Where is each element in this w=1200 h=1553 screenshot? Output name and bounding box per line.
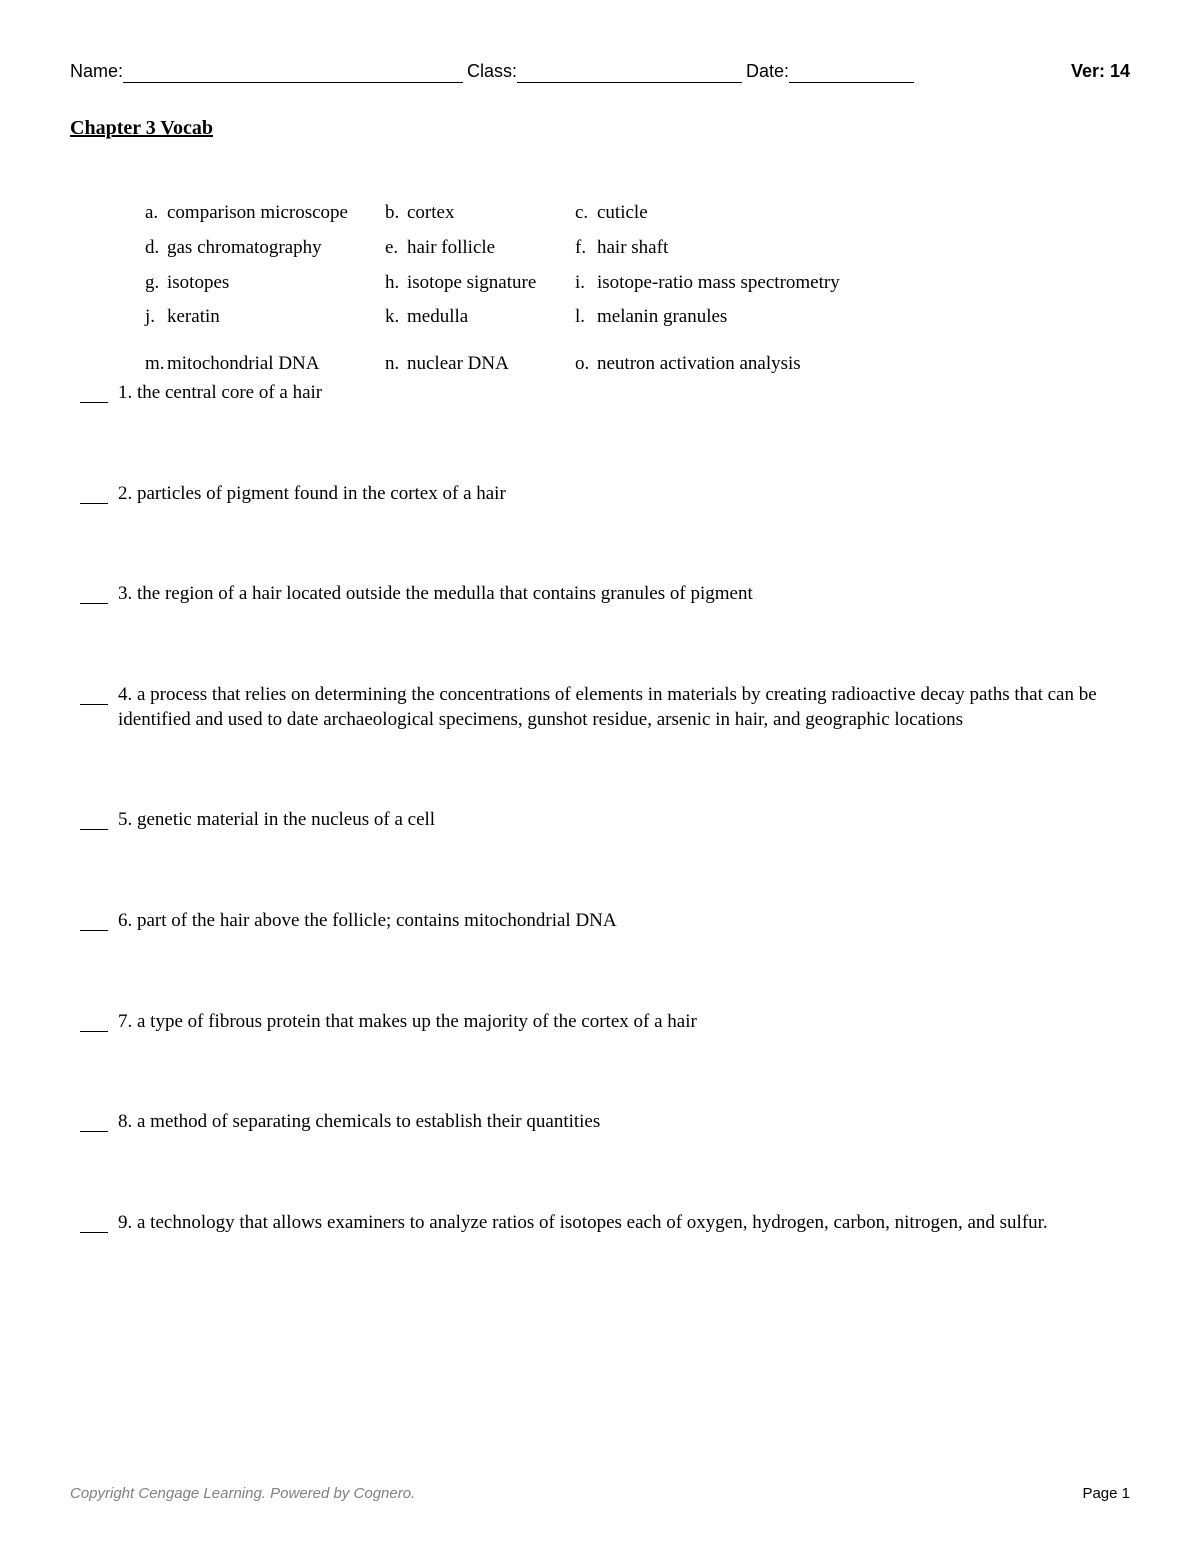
answer-blank[interactable] [80,812,108,830]
answer-blank[interactable] [80,1215,108,1233]
version-label: Ver: 14 [1071,60,1130,83]
name-label: Name: [70,60,123,83]
vocab-term: keratin [167,305,220,330]
question-item: 9. a technology that allows examiners to… [70,1211,1130,1236]
worksheet-title: Chapter 3 Vocab [70,115,1130,141]
question-item: 4. a process that relies on determining … [70,683,1130,732]
vocab-term: neutron activation analysis [597,352,801,377]
answer-blank[interactable] [80,1014,108,1032]
question-text: a type of fibrous protein that makes up … [137,1011,697,1032]
question-text: particles of pigment found in the cortex… [137,483,506,504]
vocab-letter: m. [145,352,167,377]
name-input-line[interactable] [123,64,463,84]
answer-blank[interactable] [80,586,108,604]
vocab-row: a.comparison microscope b.cortex c.cutic… [145,201,1130,226]
vocab-term: isotopes [167,271,229,296]
vocab-term: melanin granules [597,305,727,330]
question-number: 9. [118,1212,132,1233]
vocab-letter: h. [385,271,407,296]
vocab-term: mitochondrial DNA [167,352,320,377]
question-number: 4. [118,684,132,705]
vocab-letter: i. [575,271,597,296]
question-number: 3. [118,583,132,604]
vocab-term-grid: a.comparison microscope b.cortex c.cutic… [145,201,1130,376]
answer-blank[interactable] [80,687,108,705]
vocab-letter: b. [385,201,407,226]
answer-blank[interactable] [80,486,108,504]
vocab-term: cuticle [597,201,648,226]
question-text: a method of separating chemicals to esta… [137,1111,600,1132]
question-text: the region of a hair located outside the… [137,583,753,604]
question-item: 7. a type of fibrous protein that makes … [70,1010,1130,1035]
question-item: 2. particles of pigment found in the cor… [70,482,1130,507]
vocab-term: cortex [407,201,454,226]
vocab-term: hair follicle [407,236,495,261]
questions-list: 1. the central core of a hair 2. particl… [70,381,1130,1236]
date-label: Date: [746,60,789,83]
question-item: 8. a method of separating chemicals to e… [70,1110,1130,1135]
vocab-row: g.isotopes h.isotope signature i.isotope… [145,271,1130,296]
vocab-letter: c. [575,201,597,226]
question-number: 1. [118,382,132,403]
vocab-letter: d. [145,236,167,261]
question-number: 8. [118,1111,132,1132]
class-input-line[interactable] [517,64,742,84]
answer-blank[interactable] [80,913,108,931]
vocab-row: j.keratin k.medulla l.melanin granules [145,305,1130,330]
question-text: the central core of a hair [137,382,322,403]
answer-blank[interactable] [80,385,108,403]
question-number: 2. [118,483,132,504]
copyright-text: Copyright Cengage Learning. Powered by C… [70,1484,415,1504]
worksheet-header: Name: Class: Date: Ver: 14 [70,60,1130,83]
page-footer: Copyright Cengage Learning. Powered by C… [70,1484,1130,1504]
vocab-term: isotope signature [407,271,536,296]
question-number: 7. [118,1011,132,1032]
vocab-letter: g. [145,271,167,296]
vocab-row: d.gas chromatography e.hair follicle f.h… [145,236,1130,261]
question-text: a technology that allows examiners to an… [137,1212,1048,1233]
vocab-term: medulla [407,305,468,330]
question-number: 6. [118,910,132,931]
question-item: 1. the central core of a hair [70,381,1130,406]
class-label: Class: [467,60,517,83]
question-item: 5. genetic material in the nucleus of a … [70,808,1130,833]
vocab-letter: k. [385,305,407,330]
question-text: part of the hair above the follicle; con… [137,910,617,931]
vocab-term: hair shaft [597,236,668,261]
vocab-letter: l. [575,305,597,330]
question-item: 6. part of the hair above the follicle; … [70,909,1130,934]
answer-blank[interactable] [80,1114,108,1132]
vocab-letter: e. [385,236,407,261]
vocab-term: nuclear DNA [407,352,509,377]
vocab-letter: f. [575,236,597,261]
question-text: a process that relies on determining the… [118,684,1097,730]
question-number: 5. [118,809,132,830]
vocab-term: comparison microscope [167,201,348,226]
question-item: 3. the region of a hair located outside … [70,582,1130,607]
date-input-line[interactable] [789,64,914,84]
vocab-term: isotope-ratio mass spectrometry [597,271,840,296]
vocab-row: m.mitochondrial DNA n.nuclear DNA o.neut… [145,352,1130,377]
question-text: genetic material in the nucleus of a cel… [137,809,435,830]
vocab-letter: a. [145,201,167,226]
page-number: Page 1 [1082,1484,1130,1504]
vocab-term: gas chromatography [167,236,322,261]
vocab-letter: n. [385,352,407,377]
vocab-letter: j. [145,305,167,330]
vocab-letter: o. [575,352,597,377]
